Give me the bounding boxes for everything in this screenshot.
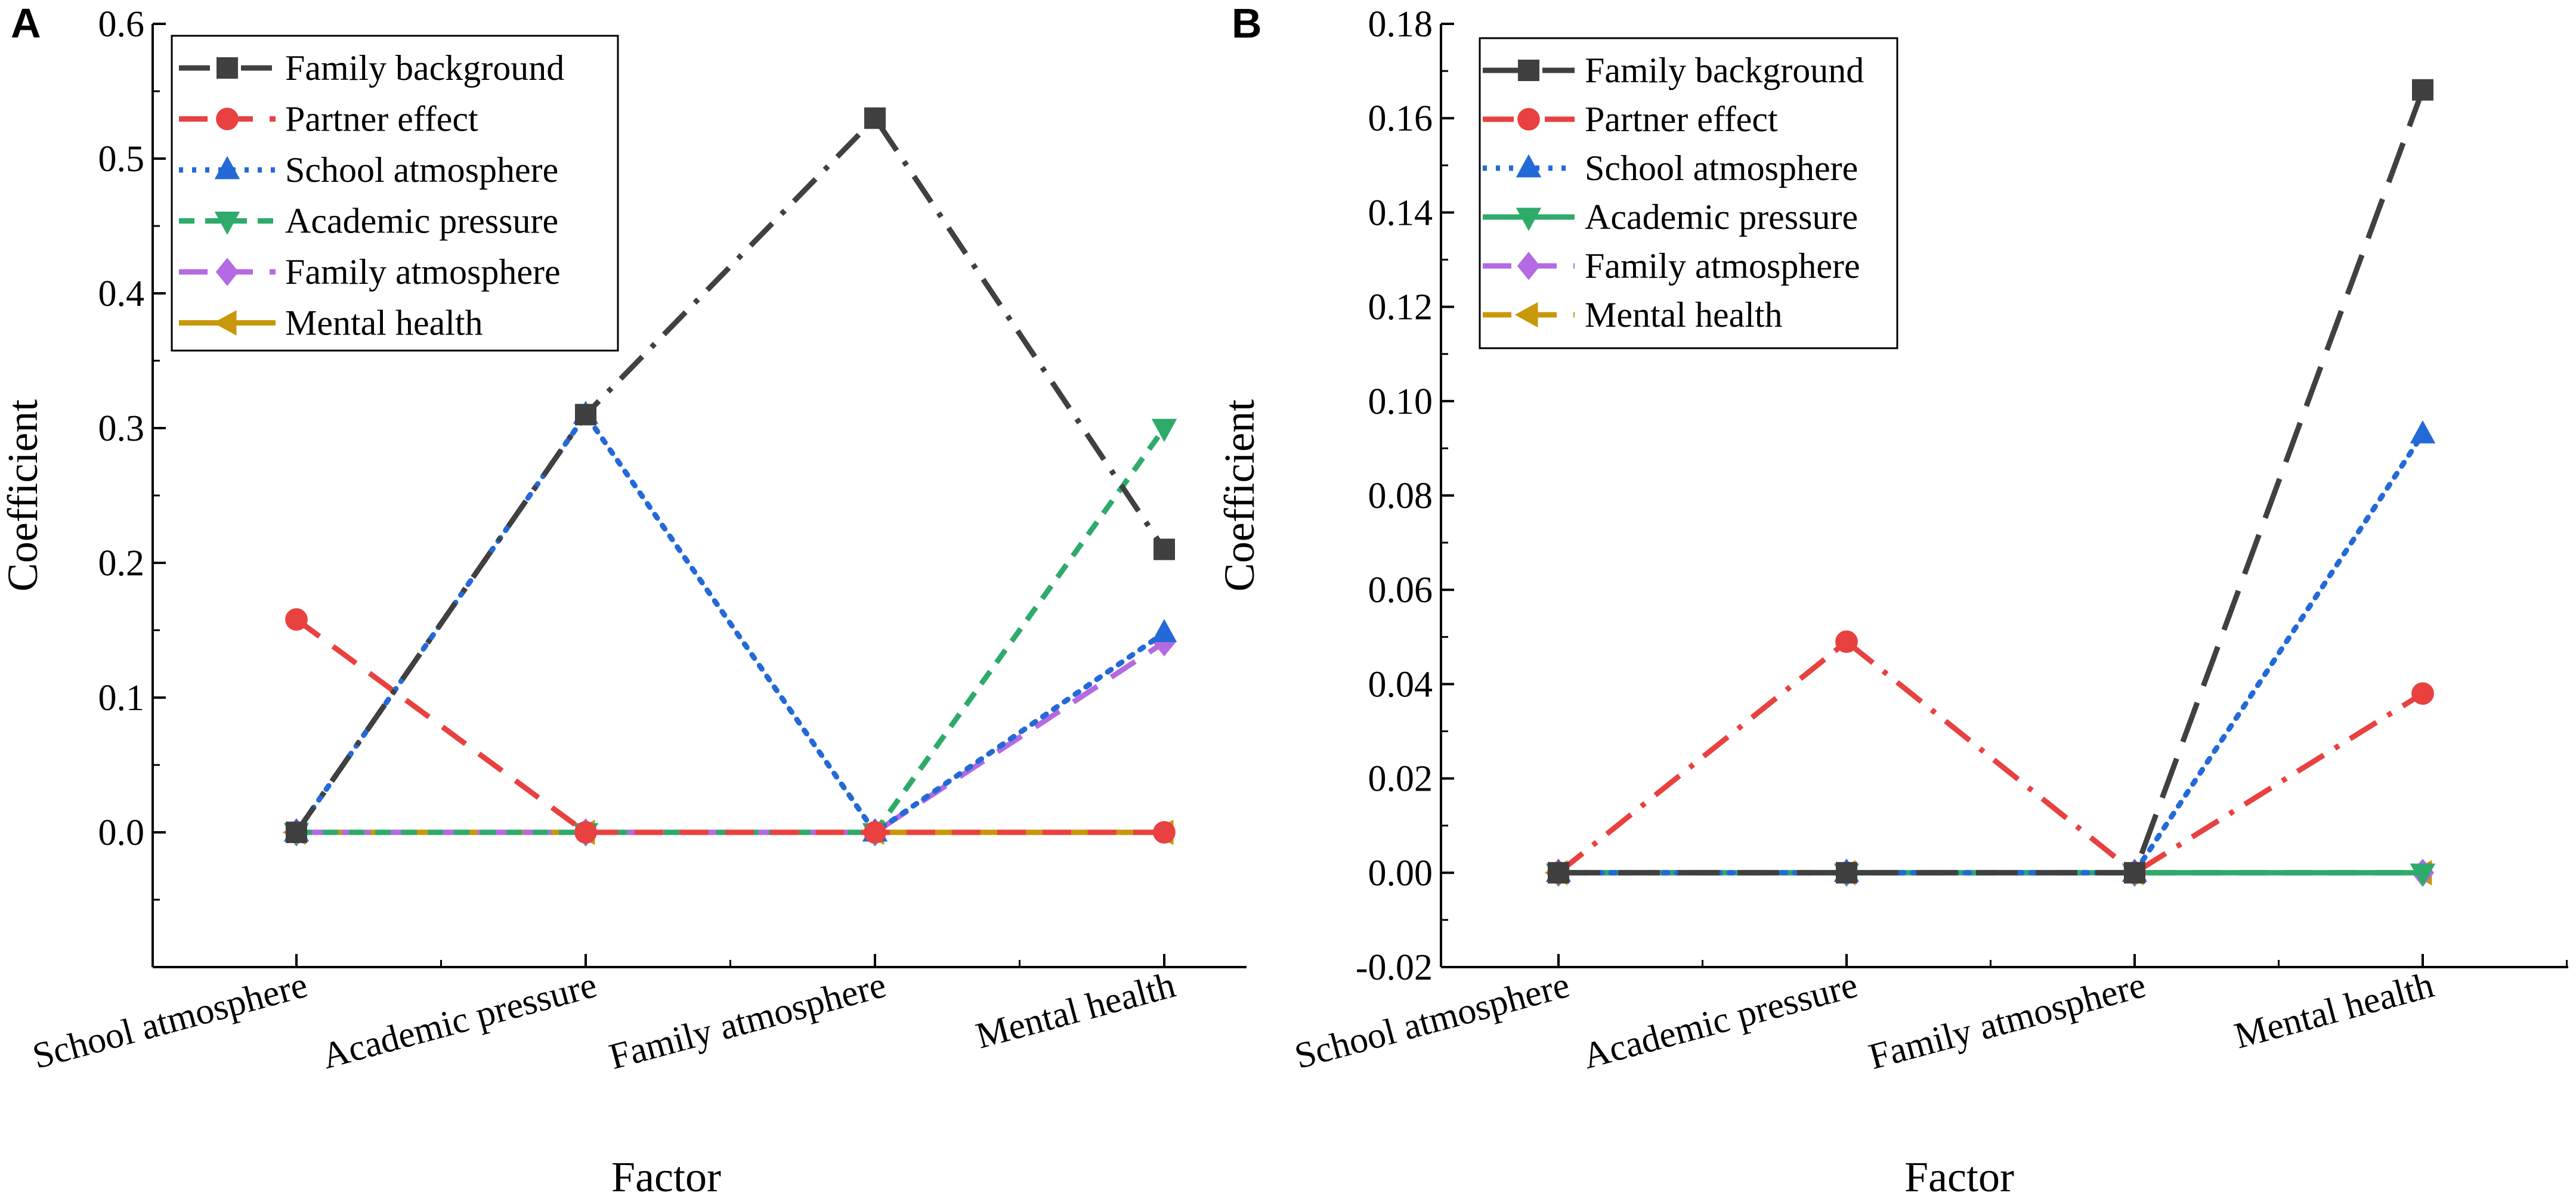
panel-b-y-tick-label: 0.14 — [1368, 193, 1433, 233]
panel-b-series-partner-effect — [1547, 630, 2434, 884]
panel-a-series-academic-pressure — [283, 419, 1177, 847]
panel-b-legend-label-family-background: Family background — [1585, 51, 1864, 90]
panel-a-line-family-background — [294, 114, 1167, 834]
panel-a-y-tick-label: 0.2 — [98, 543, 145, 584]
panel-a-y-tick-label: 0.3 — [98, 408, 145, 449]
panel-b-y-tick-label: 0.08 — [1368, 476, 1433, 516]
panel-a-legend-label-academic-pressure: Academic pressure — [285, 202, 558, 241]
panel-b-line-school-atmosphere — [1556, 431, 2426, 876]
panel-b-point-family-background-family-atmosphere — [2124, 862, 2145, 884]
panel-b-series-school-atmosphere — [1545, 420, 2436, 882]
panel-b-point-family-background-school-atmosphere — [1548, 862, 1569, 884]
panel-a-point-family-background-mental-health — [1154, 538, 1175, 560]
panel-b-legend-label-academic-pressure: Academic pressure — [1585, 197, 1858, 237]
panel-b-legend: Family background Partner effect School at… — [1479, 37, 1898, 349]
panel-a-point-family-background-family-atmosphere — [864, 107, 886, 129]
panel-a-y-tick-label: 0.0 — [98, 813, 145, 853]
panel-b-legend-marker-family-background — [1518, 60, 1539, 81]
panel-a-point-school-atmosphere-mental-health — [1151, 619, 1177, 642]
panel-a-y-tick-label: 0.5 — [98, 139, 145, 179]
panel-a-legend-marker-family-atmosphere — [215, 258, 239, 286]
panel-b-legend-label-school-atmosphere: School atmosphere — [1585, 148, 1858, 188]
panel-b-x-tick-label-mental-health: Mental health — [2230, 965, 2438, 1057]
panel-a-series-family-atmosphere — [284, 628, 1176, 847]
panel-a-x-tick-label-academic-pressure: Academic pressure — [318, 965, 601, 1077]
panel-b-legend-label-partner-effect: Partner effect — [1585, 100, 1778, 139]
panel-a-x-tick-label-school-atmosphere: School atmosphere — [29, 965, 312, 1077]
panel-a-series-school-atmosphere — [283, 401, 1177, 842]
panel-b-label: B — [1232, 0, 1262, 47]
panel-a-y-axis-title: Coefficient — [0, 399, 47, 592]
panel-b-legend-label-family-atmosphere: Family atmosphere — [1585, 246, 1860, 286]
panel-b-legend-label-mental-health: Mental health — [1585, 295, 1783, 334]
panel-b-legend-box — [1479, 37, 1898, 349]
panel-b-y-tick-label: 0.10 — [1368, 382, 1433, 422]
panel-a-series-family-background — [286, 107, 1175, 843]
panel-b-line-partner-effect — [1557, 638, 2425, 876]
panel-a-x-tick-label-mental-health: Mental health — [972, 965, 1180, 1057]
panel-b-point-family-background-academic-pressure — [1836, 862, 1857, 884]
panel-b-x-tick-label-academic-pressure: Academic pressure — [1579, 965, 1862, 1077]
panel-b-legend-marker-partner-effect — [1517, 108, 1540, 131]
panel-a-y-tick-label: 0.1 — [98, 678, 145, 718]
panel-a-legend-box — [171, 35, 619, 352]
panel-a-legend: Family background Partner effect School at… — [171, 35, 619, 352]
panel-b-y-axis-title: Coefficient — [1216, 399, 1263, 592]
panel-a-legend-label-partner-effect: Partner effect — [285, 100, 478, 139]
panel-a-y-tick-label: 0.6 — [98, 4, 145, 45]
panel-b-point-family-background-mental-health — [2412, 79, 2433, 101]
panel-a-point-partner-effect-academic-pressure — [574, 821, 597, 844]
panel-b-point-partner-effect-academic-pressure — [1835, 630, 1858, 653]
panel-a-legend-marker-academic-pressure — [214, 212, 240, 235]
panel-a-y-tick-label: 0.4 — [98, 274, 145, 314]
panel-a-line-academic-pressure — [296, 426, 1167, 835]
panel-b-legend-marker-school-atmosphere — [1516, 154, 1542, 178]
panel-b-series-family-background — [1548, 79, 2433, 884]
panel-a-point-partner-effect-family-atmosphere — [864, 821, 886, 844]
panel-b-y-tick-label: 0.04 — [1368, 664, 1433, 705]
panel-b-y-tick-label: 0.02 — [1368, 759, 1433, 800]
panel-b-y-tick-label: 0.18 — [1368, 4, 1433, 45]
panel-a-line-school-atmosphere — [293, 410, 1167, 837]
panel-a-x-tick-label-family-atmosphere: Family atmosphere — [605, 965, 890, 1077]
panel-a-label: A — [11, 0, 41, 47]
panel-a-legend-label-family-background: Family background — [285, 48, 564, 88]
panel-b-legend-marker-academic-pressure — [1516, 207, 1542, 231]
panel-b: B -0.02 0.00 0.02 0.04 0.06 0.08 0.10 0.12 0.14 0.… — [1216, 0, 2568, 1201]
panel-a-legend-marker-school-atmosphere — [214, 156, 240, 179]
panel-b-point-academic-pressure-mental-health — [2410, 863, 2436, 887]
panel-b-line-family-background — [1558, 89, 2426, 876]
panel-a-legend-marker-mental-health — [213, 310, 237, 336]
panel-a-legend-marker-family-background — [217, 57, 238, 79]
panel-a-x-axis-title: Factor — [611, 1153, 721, 1201]
panel-b-point-school-atmosphere-mental-health — [2410, 420, 2436, 444]
panel-b-y-tick-label: 0.00 — [1368, 853, 1433, 894]
panel-b-y-tick-label: 0.12 — [1368, 287, 1433, 328]
panel-a-point-family-background-academic-pressure — [575, 404, 596, 426]
panel-b-point-partner-effect-mental-health — [2411, 682, 2434, 705]
panel-b-legend-marker-family-atmosphere — [1517, 252, 1541, 280]
panel-b-y-tick-label: -0.02 — [1356, 947, 1433, 988]
panel-a-legend-label-family-atmosphere: Family atmosphere — [285, 252, 561, 292]
panel-a-point-academic-pressure-mental-health — [1151, 419, 1177, 442]
panel-a-line-family-atmosphere — [296, 640, 1166, 835]
panel-a-series-partner-effect — [285, 608, 1176, 844]
panel-a-legend-label-school-atmosphere: School atmosphere — [285, 150, 558, 190]
panel-b-x-axis-title: Factor — [1904, 1153, 2014, 1201]
panel-a-point-partner-effect-school-atmosphere — [285, 608, 308, 631]
panel-b-y-tick-label: 0.16 — [1368, 98, 1433, 139]
panel-a-legend-marker-partner-effect — [216, 107, 239, 131]
panel-b-y-tick-label: 0.06 — [1368, 570, 1433, 611]
panel-a-line-partner-effect — [295, 617, 1164, 835]
panel-a-point-family-background-school-atmosphere — [286, 822, 307, 843]
panel-b-legend-marker-mental-health — [1514, 302, 1538, 328]
panel-a-legend-label-mental-health: Mental health — [285, 303, 483, 343]
panel-b-x-tick-label-family-atmosphere: Family atmosphere — [1864, 965, 2150, 1077]
panel-a-point-partner-effect-mental-health — [1153, 821, 1176, 844]
